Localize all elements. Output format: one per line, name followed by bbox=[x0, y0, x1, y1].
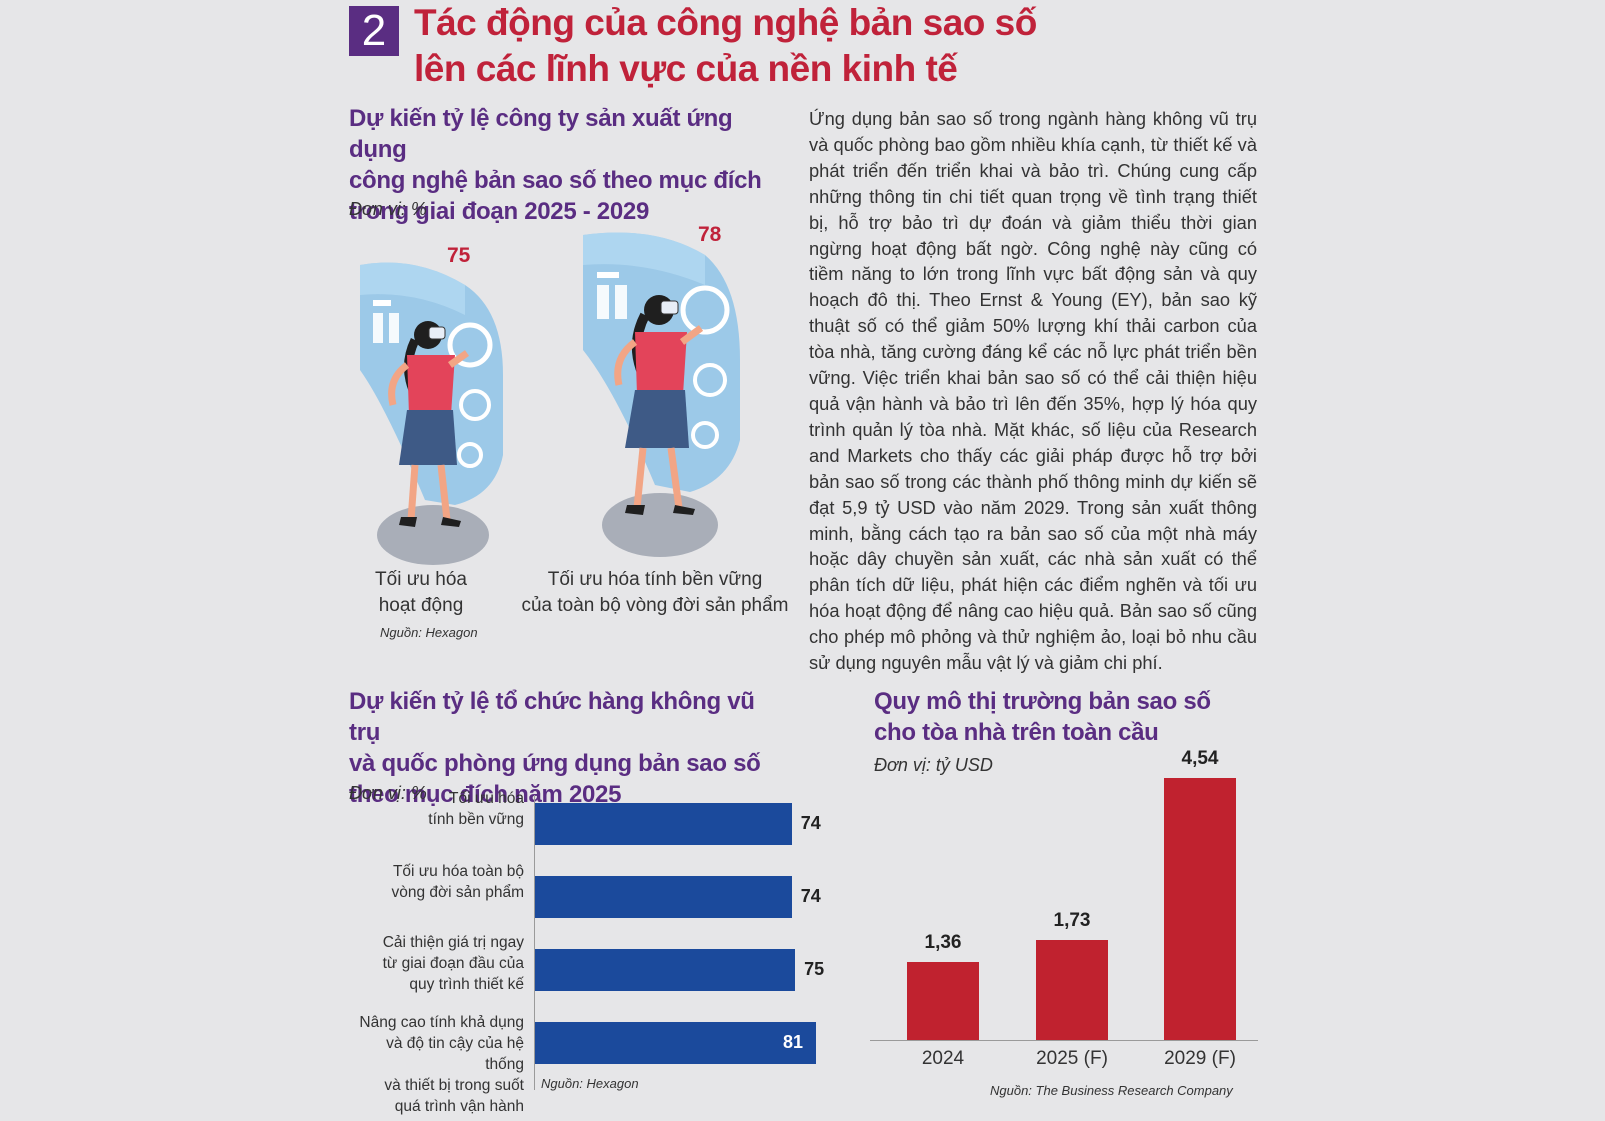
figure-one-value-2: 78 bbox=[698, 223, 722, 246]
vbar-chart-unit: Đơn vị: tỷ USD bbox=[874, 755, 993, 775]
vbar-chart-title: Quy mô thị trường bản sao số cho tòa nhà… bbox=[874, 688, 1211, 746]
hbar-chart-source: Nguồn: Hexagon bbox=[541, 1076, 639, 1091]
hbar-axis-line bbox=[534, 795, 535, 1090]
vbar-baseline bbox=[870, 1040, 1258, 1041]
figure-one-value-1: 75 bbox=[447, 244, 471, 267]
hbar-bar bbox=[535, 803, 792, 845]
hbar-chart: Tối ưu hóa tính bền vững 74 Tối ưu hóa toà… bbox=[340, 790, 824, 1115]
woman-hologram-illustration-1 bbox=[360, 262, 503, 565]
hbar-category-label: Nâng cao tính khả dụng và độ tin cậy của… bbox=[359, 1014, 524, 1115]
vbar-value-label: 4,54 bbox=[1181, 748, 1219, 769]
figure-one-unit: Đơn vị: % bbox=[349, 199, 427, 219]
hbar-category-label: Cải thiện giá trị ngay từ giai đoạn đầu … bbox=[382, 934, 524, 993]
figure-one-label-2: Tối ưu hóa tính bền vững của toàn bộ vòn… bbox=[521, 569, 789, 616]
vbar-bar bbox=[1036, 940, 1108, 1040]
hbar-value-label: 81 bbox=[783, 1032, 804, 1052]
vbar-x-tick-label: 2024 bbox=[921, 1048, 965, 1069]
hbar-value-label: 74 bbox=[800, 886, 821, 906]
vbar-value-label: 1,73 bbox=[1053, 910, 1091, 932]
hbar-bar bbox=[535, 876, 792, 918]
hbar-category-label: Tối ưu hóa tính bền vững bbox=[428, 790, 524, 828]
vbar-bar bbox=[1164, 778, 1236, 1040]
figure-one-source: Nguồn: Hexagon bbox=[380, 625, 478, 640]
page-title: Tác động của công nghệ bản sao số lên cá… bbox=[414, 2, 1037, 89]
vbar-value-label: 1,36 bbox=[924, 931, 962, 953]
hbar-category-label: Tối ưu hóa toàn bộ vòng đời sản phẩm bbox=[391, 863, 524, 901]
figure-one-label-1: Tối ưu hóa hoạt động bbox=[375, 569, 467, 616]
hbar-chart-unit: Đơn vị: % bbox=[349, 783, 427, 803]
figure-one-title: Dự kiến tỷ lệ công ty sản xuất ứng dụng … bbox=[349, 105, 762, 225]
hbar-bar bbox=[535, 1022, 816, 1064]
hbar-value-label: 75 bbox=[804, 959, 825, 979]
hbar-bar bbox=[535, 949, 796, 991]
article-body: Ứng dụng bản sao số trong ngành hàng khô… bbox=[809, 108, 1257, 674]
vbar-chart-source: Nguồn: The Business Research Company bbox=[990, 1083, 1233, 1098]
vbar-chart: 1,36 2024 1,73 2025 (F) 4,54 2029 (F) bbox=[870, 748, 1260, 1080]
section-number-badge: 2 bbox=[349, 6, 399, 56]
hbar-value-label: 74 bbox=[800, 813, 821, 833]
vbar-x-tick-label: 2025 (F) bbox=[1036, 1048, 1108, 1069]
vbar-x-tick-label: 2029 (F) bbox=[1164, 1048, 1236, 1069]
woman-hologram-illustration-2 bbox=[583, 232, 740, 557]
vbar-bar bbox=[907, 961, 979, 1040]
